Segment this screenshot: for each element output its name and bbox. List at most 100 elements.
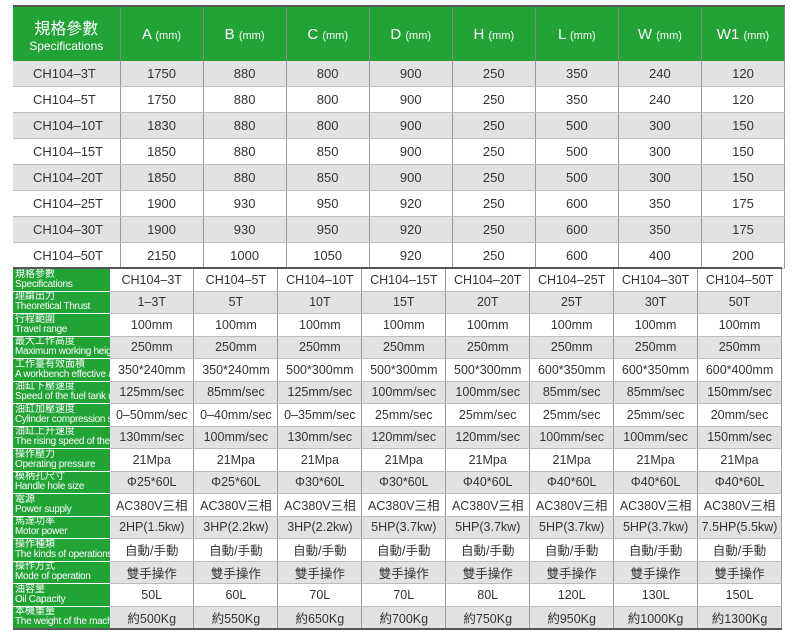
- value-cell: 120: [701, 86, 786, 113]
- value-cell: 250: [452, 242, 536, 269]
- column-letter: D: [390, 25, 402, 43]
- value-cell: AC380V三相: [193, 493, 279, 517]
- row-label-en: Theoretical Thrust: [15, 301, 91, 313]
- value-cell: 250mm: [613, 336, 699, 359]
- value-cell: 25mm/sec: [445, 403, 531, 427]
- value-cell: 自動/手動: [277, 538, 363, 562]
- value-cell: 130mm/sec: [110, 426, 195, 449]
- value-cell: 自動/手動: [361, 538, 447, 562]
- value-cell: 880: [203, 86, 287, 113]
- model-cell: CH104–50T: [13, 242, 121, 269]
- value-cell: 500*300mm: [445, 358, 531, 382]
- model-cell: CH104–10T: [13, 112, 121, 139]
- value-cell: 350*240mm: [193, 358, 279, 382]
- value-cell: 950: [286, 216, 370, 243]
- value-cell: 850: [286, 164, 370, 191]
- value-cell: 1900: [120, 216, 204, 243]
- table-row: 行程範圍 Travel range 100mm 100mm 100mm 100mm 100m…: [13, 313, 782, 337]
- value-cell: 100mm/sec: [613, 426, 699, 449]
- row-label-cn: 油缸上升速度: [15, 426, 75, 438]
- value-cell: 15T: [361, 291, 447, 314]
- value-cell: 880: [203, 112, 287, 139]
- model-cell: CH104–30T: [13, 216, 121, 243]
- value-cell: 25mm/sec: [361, 403, 447, 427]
- value-cell: 880: [203, 61, 287, 87]
- model-cell: CH104–20T: [13, 164, 121, 191]
- row-header: 最大工作高度 Maximum working height: [13, 336, 110, 359]
- specifications-table: 規格參數 Specifications CH104–3T CH104–5T CH104–…: [13, 267, 782, 630]
- table-row: CH104–5T 1750 880 800 900 250 350 240 120: [13, 86, 786, 113]
- row-header: 行程範圍 Travel range: [13, 313, 110, 337]
- column-letter: B: [224, 25, 235, 43]
- value-cell: 250mm: [277, 336, 363, 359]
- value-cell: 600: [535, 216, 619, 243]
- value-cell: 自動/手動: [529, 538, 615, 562]
- row-header: 模柄孔尺寸 Handle hole size: [13, 471, 110, 494]
- value-cell: 500: [535, 164, 619, 191]
- value-cell: 20mm/sec: [697, 403, 782, 427]
- table-row: 操作方式 Mode of operation 雙手操作 雙手操作 雙手操作 雙手操作 雙手操…: [13, 561, 782, 584]
- column-header-c: C (mm): [286, 6, 370, 61]
- value-cell: 250mm: [361, 336, 447, 359]
- value-cell: 7.5HP(5.5kw): [697, 516, 782, 539]
- value-cell: AC380V三相: [697, 493, 782, 517]
- value-cell: 21Mpa: [277, 448, 363, 472]
- value-cell: 0–50mm/sec: [110, 403, 195, 427]
- column-header-d: D (mm): [369, 6, 453, 61]
- value-cell: 300: [618, 112, 702, 139]
- value-cell: 400: [618, 242, 702, 269]
- value-cell: AC380V三相: [277, 493, 363, 517]
- value-cell: 850: [286, 138, 370, 165]
- value-cell: 雙手操作: [613, 561, 699, 584]
- row-label-en: Oil Capacity: [15, 593, 66, 605]
- row-header: 馬達功率 Motor power: [13, 516, 110, 539]
- value-cell: 350: [535, 61, 619, 87]
- row-header: 操作方式 Mode of operation: [13, 561, 110, 584]
- value-cell: 300: [618, 138, 702, 165]
- value-cell: Φ30*60L: [361, 471, 447, 494]
- row-label-en: Specifications: [15, 278, 73, 290]
- value-cell: 約750Kg: [445, 606, 531, 630]
- value-cell: 1850: [120, 164, 204, 191]
- value-cell: 250: [452, 138, 536, 165]
- row-label-en: Travel range: [15, 323, 68, 335]
- value-cell: 930: [203, 190, 287, 217]
- value-cell: 500: [535, 112, 619, 139]
- row-label-cn: 模柄孔尺寸: [15, 471, 65, 483]
- value-cell: 約650Kg: [277, 606, 363, 630]
- value-cell: 100mm/sec: [193, 426, 279, 449]
- value-cell: 900: [369, 112, 453, 139]
- row-header: 油容量 Oil Capacity: [13, 583, 110, 607]
- value-cell: 150: [701, 138, 786, 165]
- value-cell: 500*300mm: [277, 358, 363, 382]
- value-cell: 85mm/sec: [529, 381, 615, 404]
- value-cell: Φ40*60L: [529, 471, 615, 494]
- table-row: 理論出力 Theoretical Thrust 1–3T 5T 10T 15T 20T 25T…: [13, 291, 782, 314]
- value-cell: 100mm: [445, 313, 531, 337]
- value-cell: 600: [535, 190, 619, 217]
- value-cell: 600*350mm: [613, 358, 699, 382]
- value-cell: 自動/手動: [613, 538, 699, 562]
- column-header-w: W (mm): [618, 6, 702, 61]
- value-cell: 1–3T: [110, 291, 195, 314]
- value-cell: 880: [203, 164, 287, 191]
- value-cell: 50L: [110, 583, 195, 607]
- row-header: 規格參數 Specifications: [13, 268, 110, 292]
- value-cell: AC380V三相: [529, 493, 615, 517]
- value-cell: 600: [535, 242, 619, 269]
- value-cell: 100mm/sec: [445, 381, 531, 404]
- row-header: 操作壓力 Operating pressure: [13, 448, 110, 472]
- value-cell: AC380V三相: [613, 493, 699, 517]
- spec-header: 規格參數 Specifications: [13, 6, 121, 61]
- row-header: 操作種類 The kinds of operations: [13, 538, 110, 562]
- value-cell: 5HP(3.7kw): [529, 516, 615, 539]
- column-header-w1: W1 (mm): [701, 6, 786, 61]
- value-cell: CH104–5T: [193, 268, 279, 292]
- value-cell: 150: [701, 112, 786, 139]
- value-cell: 350: [535, 86, 619, 113]
- value-cell: 600*400mm: [697, 358, 782, 382]
